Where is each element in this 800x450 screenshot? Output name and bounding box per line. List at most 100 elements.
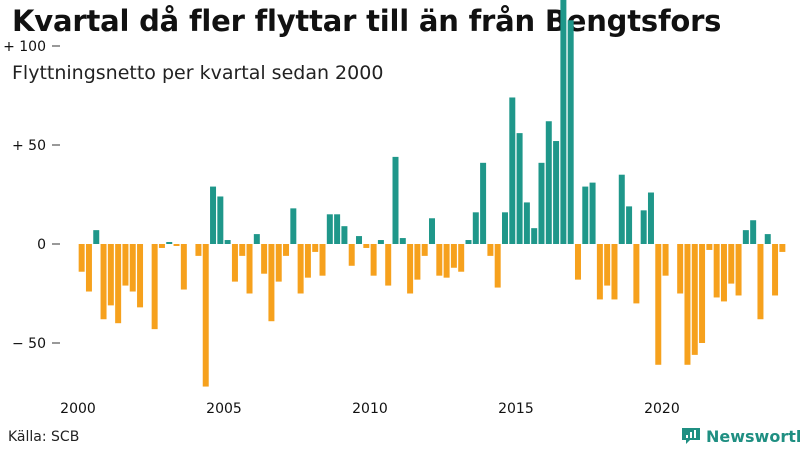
bar — [195, 244, 202, 256]
y-tick-label: 0 — [37, 237, 46, 253]
bar — [764, 234, 771, 244]
bar — [399, 238, 406, 244]
bar — [596, 244, 603, 300]
chart-subtitle: Flyttningsnetto per kvartal sedan 2000 — [12, 62, 384, 84]
bar — [640, 210, 647, 244]
bar — [129, 244, 136, 292]
y-tick-label: + 100 — [3, 39, 46, 55]
bar — [107, 244, 114, 306]
bar — [283, 244, 290, 256]
bar — [458, 244, 465, 272]
bar — [312, 244, 319, 252]
bar — [341, 226, 348, 244]
x-tick-label: 2005 — [206, 401, 242, 417]
bar — [348, 244, 355, 266]
bar — [480, 162, 487, 244]
source-note: Källa: SCB — [8, 429, 80, 445]
bar — [385, 244, 392, 286]
bars — [78, 0, 786, 387]
bar — [523, 202, 530, 244]
bar — [684, 244, 691, 365]
bar — [115, 244, 122, 324]
bar — [356, 236, 363, 244]
bar — [436, 244, 443, 276]
bar — [509, 97, 516, 244]
brand-logo: Newsworthy — [680, 426, 800, 446]
bar — [735, 244, 742, 296]
bar — [414, 244, 421, 280]
bar — [151, 244, 158, 330]
bar — [502, 212, 508, 244]
bar — [633, 244, 640, 304]
x-tick-label: 2010 — [352, 401, 388, 417]
brand-name: Newsworthy — [706, 426, 800, 446]
x-tick-label: 2015 — [498, 401, 534, 417]
bar — [772, 244, 779, 296]
bar — [122, 244, 129, 286]
bar — [487, 244, 494, 256]
bar — [210, 186, 217, 244]
bar — [334, 214, 341, 244]
bar — [392, 156, 399, 244]
bar — [611, 244, 618, 300]
bar — [472, 212, 479, 244]
bar — [728, 244, 735, 284]
bar — [443, 244, 450, 278]
bar — [304, 244, 311, 278]
bar — [691, 244, 698, 355]
bar — [246, 244, 253, 294]
bar — [589, 182, 596, 244]
bar — [604, 244, 611, 286]
bar — [202, 244, 209, 387]
bar — [180, 244, 187, 290]
y-tick-label: + 50 — [12, 138, 46, 154]
bar — [465, 240, 472, 244]
bar — [531, 228, 538, 244]
bar — [326, 214, 333, 244]
bar — [538, 162, 545, 244]
chart-title: Kvartal då fler flyttar till än från Ben… — [12, 4, 722, 38]
bar — [720, 244, 727, 302]
bar — [655, 244, 662, 365]
bar — [253, 234, 260, 244]
bar — [290, 208, 297, 244]
bar — [516, 133, 523, 244]
bar — [166, 242, 173, 244]
bar — [545, 121, 552, 244]
bar — [370, 244, 377, 276]
bar — [268, 244, 275, 322]
bar — [574, 244, 581, 280]
bar — [78, 244, 85, 272]
bar — [239, 244, 246, 256]
bar-chart-icon — [682, 428, 700, 444]
bar — [647, 192, 654, 244]
bar — [261, 244, 268, 274]
bar — [618, 174, 625, 244]
bar — [93, 230, 100, 244]
bar — [137, 244, 144, 308]
bar — [706, 244, 713, 250]
bar — [363, 244, 370, 248]
bar — [450, 244, 457, 268]
bar — [699, 244, 706, 343]
bar — [662, 244, 669, 276]
bar — [224, 240, 231, 244]
x-tick-label: 2020 — [644, 401, 680, 417]
bar — [297, 244, 304, 294]
x-tick-label: 2000 — [60, 401, 96, 417]
bar — [560, 0, 567, 244]
bar — [173, 244, 180, 246]
bar — [158, 244, 165, 248]
y-axis: + 100+ 500− 50−100 — [3, 39, 60, 352]
bar — [757, 244, 764, 320]
bar — [567, 20, 574, 245]
bar — [582, 186, 589, 244]
bar — [553, 141, 560, 244]
bar — [407, 244, 414, 294]
bar — [626, 206, 633, 244]
bar — [494, 244, 501, 288]
bar — [377, 240, 384, 244]
bar — [742, 230, 749, 244]
bar — [750, 220, 757, 244]
